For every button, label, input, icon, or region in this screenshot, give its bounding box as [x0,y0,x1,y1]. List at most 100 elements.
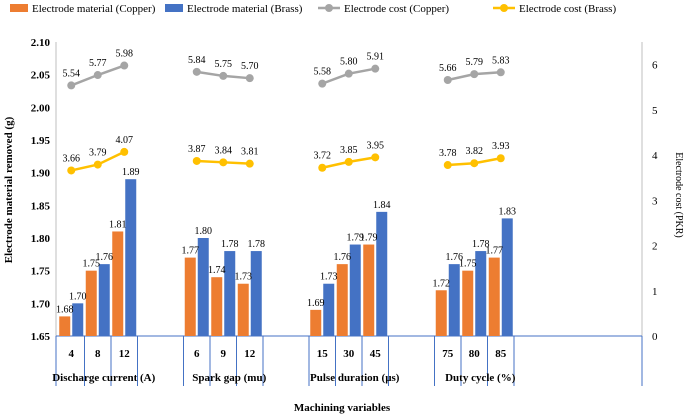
bar [112,231,124,336]
y-tick-right: 0 [652,331,658,343]
y-axis-left-title: Electrode material removed (g) [3,116,15,263]
line-point [443,161,452,170]
line-point [496,154,505,163]
bar [363,244,375,336]
bar-value-label: 1.84 [373,200,391,211]
axes: 1.65 1.70 1.75 1.80 1.85 1.90 1.95 2.00 2.05 2.10… [31,37,658,386]
legend: Electrode material (Copper) Electrode mat… [10,3,616,15]
bar [323,283,335,336]
bar-value-label: 1.81 [109,219,127,230]
bar [349,244,361,336]
legend-entry: Electrode material (Brass) [187,3,303,15]
bar-value-label: 1.68 [56,304,74,315]
line-point [192,156,201,165]
legend-swatch [165,4,183,12]
bar-value-label: 1.70 [69,291,87,302]
line-value-label: 3.84 [215,145,233,156]
legend-swatch-marker [500,4,508,12]
bar-value-label: 1.73 [320,272,338,283]
bar [85,270,97,336]
line-point [318,79,327,88]
line-value-label: 3.95 [367,140,385,151]
line-point [67,81,76,90]
legend-entry: Electrode material (Copper) [32,3,156,15]
bar-value-label: 1.79 [360,233,378,244]
line-point [470,159,479,168]
group-label: Duty cycle (%) [445,372,516,384]
line-value-label: 3.66 [63,153,81,164]
line-value-label: 5.54 [63,68,81,79]
bar [462,270,474,336]
bar [59,316,71,336]
line-point [219,71,228,80]
bar-value-label: 1.75 [459,259,477,270]
bar-value-label: 1.83 [499,206,517,217]
line-value-label: 3.93 [492,141,510,152]
line-value-label: 5.83 [492,55,510,66]
line-point [120,147,129,156]
line-point [470,70,479,79]
line-point [371,64,380,73]
bar-value-label: 1.79 [347,233,365,244]
x-tick-label: 85 [495,348,507,360]
bar-value-label: 1.75 [83,259,101,270]
line-value-label: 5.66 [439,63,457,74]
x-tick-label: 12 [244,348,256,360]
y-tick-left: 1.80 [31,233,51,245]
line-value-label: 4.07 [116,135,134,146]
line-value-label: 5.75 [215,59,233,70]
line-value-label: 3.78 [439,148,457,159]
line-value-label: 3.82 [466,146,484,157]
y-axis-right-title: Electrode cost (PKR) [673,152,684,238]
legend-swatch-marker [325,4,333,12]
bar [488,257,500,336]
data-labels: 1.68 1.75 1.81 1.77 1.74 1.73 1.69 1.76 1.79 1.72… [56,49,516,316]
legend-entry: Electrode cost (Brass) [519,3,616,15]
line-point [67,166,76,175]
bar [72,303,84,336]
legend-entry: Electrode cost (Copper) [344,3,449,15]
bar-value-label: 1.73 [235,272,253,283]
bar [197,238,209,336]
line-value-label: 3.87 [188,144,206,155]
x-tick-label: 75 [442,348,454,360]
bar [376,211,388,336]
line-point [344,157,353,166]
line-value-label: 5.91 [367,52,385,63]
line-point [93,160,102,169]
x-tick-label: 30 [343,348,355,360]
lines [67,61,505,175]
bar [125,179,137,336]
bars [59,179,513,336]
line-point [245,159,254,168]
bar-value-label: 1.78 [472,239,490,250]
bar [448,264,460,336]
line-point [443,75,452,84]
bar-value-label: 1.80 [195,226,213,237]
line-point [371,153,380,162]
bar [435,290,447,336]
line-value-label: 5.80 [340,57,358,68]
bar-value-label: 1.76 [446,252,464,263]
line-point [219,158,228,167]
line-point [245,74,254,83]
y-tick-right: 1 [652,286,658,298]
bar-value-label: 1.72 [433,278,451,289]
legend-swatch [10,4,28,12]
bar-value-label: 1.69 [307,298,325,309]
y-tick-left: 1.85 [31,200,51,212]
y-tick-right: 5 [652,105,658,117]
line-point [318,163,327,172]
line-value-label: 3.81 [241,147,259,158]
y-tick-left: 1.65 [31,331,51,343]
y-tick-left: 1.90 [31,168,51,180]
y-tick-left: 2.05 [31,70,51,82]
y-tick-left: 1.75 [31,266,51,278]
line-point [93,71,102,80]
line-value-label: 5.70 [241,61,259,72]
y-tick-right: 4 [652,150,658,162]
bar [475,251,487,336]
line-point [344,69,353,78]
x-tick-label: 8 [95,348,101,360]
bar [184,257,196,336]
